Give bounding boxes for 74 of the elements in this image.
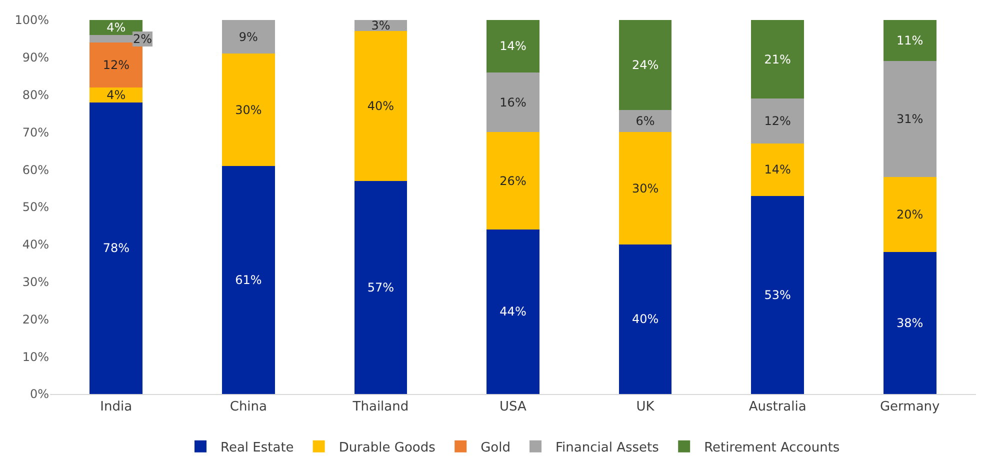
x-tick-label: Australia xyxy=(748,400,806,415)
x-tick-label: India xyxy=(100,400,132,415)
y-tick-label: 0% xyxy=(30,387,49,402)
bar xyxy=(90,102,143,394)
bar xyxy=(486,132,540,230)
data-label: 21% xyxy=(764,52,791,66)
bar xyxy=(486,20,540,72)
data-label: 3% xyxy=(371,18,390,33)
data-label: 11% xyxy=(896,34,924,48)
data-label: 53% xyxy=(764,288,791,302)
bar xyxy=(751,143,804,196)
bar xyxy=(883,177,936,252)
legend-label: Retirement Accounts xyxy=(704,440,840,456)
y-tick-label: 50% xyxy=(22,200,49,214)
bar xyxy=(883,61,936,178)
legend-label: Real Estate xyxy=(220,440,294,456)
bar xyxy=(618,110,672,132)
y-tick-label: 60% xyxy=(22,162,49,177)
bar xyxy=(90,42,143,88)
data-label: 4% xyxy=(106,88,126,102)
data-label: 6% xyxy=(636,114,655,128)
data-label: 16% xyxy=(500,95,526,110)
data-label: 2% xyxy=(133,32,152,46)
data-label: 4% xyxy=(106,20,126,34)
bar xyxy=(883,20,936,62)
x-tick-label: USA xyxy=(500,400,527,415)
data-label: 38% xyxy=(896,316,924,330)
bar xyxy=(751,196,804,394)
data-label: 14% xyxy=(764,162,791,177)
y-tick-label: 90% xyxy=(22,50,49,65)
bar xyxy=(486,229,540,394)
data-label: 26% xyxy=(500,174,526,188)
legend-label: Financial Assets xyxy=(556,440,660,456)
bar xyxy=(618,132,672,244)
x-tick-label: Germany xyxy=(880,400,940,415)
data-label: 30% xyxy=(235,102,262,117)
bar xyxy=(354,180,408,394)
y-tick-label: 100% xyxy=(14,13,49,28)
bar xyxy=(618,20,672,110)
bar xyxy=(222,54,275,166)
bar xyxy=(90,87,143,102)
bar xyxy=(222,166,275,394)
x-tick-label: Thailand xyxy=(352,400,409,415)
data-label: 12% xyxy=(102,58,130,72)
data-label: 24% xyxy=(632,58,659,72)
data-label: 40% xyxy=(632,312,659,326)
legend-label: Gold xyxy=(480,440,511,456)
y-tick-label: 20% xyxy=(22,312,49,326)
bar xyxy=(618,244,672,394)
bar xyxy=(222,20,275,54)
data-label: 14% xyxy=(500,39,526,54)
data-label: 30% xyxy=(632,181,659,196)
data-label: 44% xyxy=(500,304,526,319)
x-tick-label: China xyxy=(230,400,267,415)
data-label: 20% xyxy=(896,207,924,222)
data-label: 57% xyxy=(367,280,394,294)
bar xyxy=(751,20,804,99)
y-tick-label: 30% xyxy=(22,275,49,289)
data-label: 12% xyxy=(764,114,791,128)
bar xyxy=(486,72,540,132)
data-label: 31% xyxy=(896,112,924,126)
bar xyxy=(751,98,804,144)
y-tick-label: 80% xyxy=(22,88,49,102)
y-tick-label: 40% xyxy=(22,238,49,252)
y-tick-label: 70% xyxy=(22,125,49,140)
data-label: 9% xyxy=(238,30,258,44)
legend-label: Durable Goods xyxy=(338,440,436,456)
y-tick-label: 10% xyxy=(22,350,49,364)
x-tick-label: UK xyxy=(636,400,655,415)
data-label: 40% xyxy=(367,99,394,114)
data-label: 78% xyxy=(102,241,130,256)
data-label: 61% xyxy=(235,272,262,287)
bar xyxy=(883,252,936,394)
bar xyxy=(354,31,408,181)
